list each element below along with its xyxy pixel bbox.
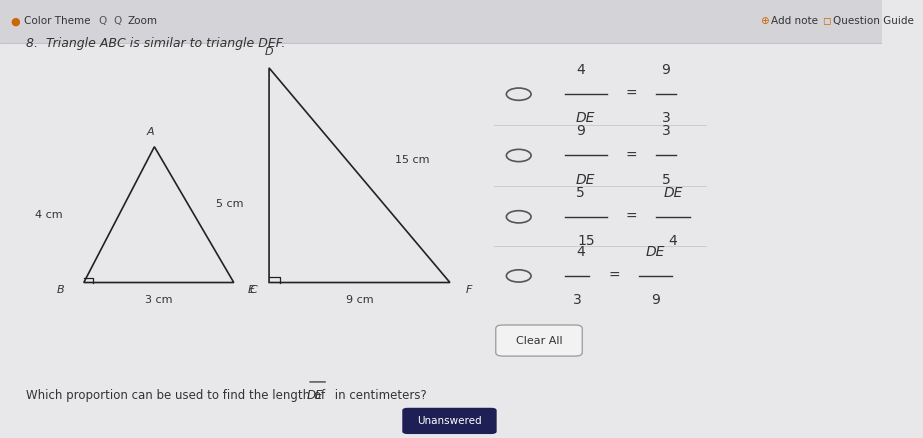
Text: Which proportion can be used to find the length of: Which proportion can be used to find the… xyxy=(27,389,333,402)
Text: =: = xyxy=(608,269,620,283)
Text: Zoom: Zoom xyxy=(128,17,158,26)
Text: 4: 4 xyxy=(576,245,585,259)
Text: DE: DE xyxy=(664,186,683,200)
Text: 3 cm: 3 cm xyxy=(145,295,173,305)
Text: in centimeters?: in centimeters? xyxy=(330,389,426,402)
Text: Q: Q xyxy=(99,17,107,26)
Text: 3: 3 xyxy=(662,111,670,125)
Text: 4: 4 xyxy=(576,63,585,77)
Text: =: = xyxy=(626,87,638,101)
Text: Color Theme: Color Theme xyxy=(24,17,90,26)
Text: ●: ● xyxy=(10,17,20,26)
Text: =: = xyxy=(626,148,638,162)
Text: 9: 9 xyxy=(576,124,585,138)
Text: DE: DE xyxy=(576,173,595,187)
Text: 4 cm: 4 cm xyxy=(35,210,63,219)
Text: Unanswered: Unanswered xyxy=(417,416,482,426)
Text: Add note: Add note xyxy=(771,17,818,26)
Text: 5: 5 xyxy=(576,186,585,200)
Text: C: C xyxy=(249,285,258,295)
Text: 15 cm: 15 cm xyxy=(395,155,429,165)
Text: Question Guide: Question Guide xyxy=(833,17,914,26)
Text: 5: 5 xyxy=(662,173,670,187)
Text: DE: DE xyxy=(646,245,665,259)
Text: E: E xyxy=(248,285,255,295)
Text: 3: 3 xyxy=(662,124,670,138)
Text: 9: 9 xyxy=(651,293,660,307)
Text: =: = xyxy=(626,210,638,224)
Text: 5 cm: 5 cm xyxy=(216,199,244,208)
Text: 9 cm: 9 cm xyxy=(346,295,373,305)
Text: 3: 3 xyxy=(572,293,581,307)
Text: B: B xyxy=(57,285,65,295)
Text: 9: 9 xyxy=(662,63,670,77)
Text: A: A xyxy=(146,127,154,137)
Text: 8.  Triangle ABC is similar to triangle DEF.: 8. Triangle ABC is similar to triangle D… xyxy=(27,37,286,50)
Text: D: D xyxy=(265,47,273,57)
Text: 15: 15 xyxy=(577,234,594,248)
Text: ⊕: ⊕ xyxy=(761,17,769,26)
FancyBboxPatch shape xyxy=(496,325,582,356)
Bar xyxy=(0,0,882,43)
Text: 4: 4 xyxy=(669,234,677,248)
Text: Q: Q xyxy=(113,17,121,26)
Text: F: F xyxy=(466,285,473,295)
Text: Clear All: Clear All xyxy=(516,336,562,346)
Text: DE: DE xyxy=(576,111,595,125)
FancyBboxPatch shape xyxy=(402,408,497,434)
Text: DE: DE xyxy=(307,389,323,402)
Text: ◻: ◻ xyxy=(822,17,831,26)
